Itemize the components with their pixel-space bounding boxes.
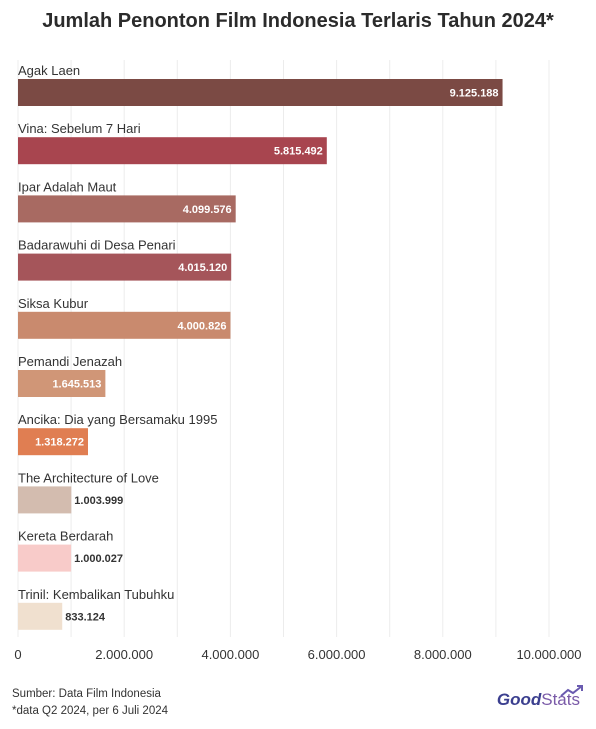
bars [18, 79, 503, 630]
bar [18, 486, 72, 514]
value-label: 4.015.120 [178, 262, 227, 274]
category-label: Trinil: Kembalikan Tubuhku [18, 587, 174, 602]
category-label: Ancika: Dia yang Bersamaku 1995 [18, 412, 217, 427]
x-tick-label: 4.000.000 [201, 647, 259, 662]
value-label: 5.815.492 [274, 146, 323, 158]
category-label: Badarawuhi di Desa Penari [18, 238, 176, 253]
x-tick-label: 6.000.000 [308, 647, 366, 662]
grid-lines [17, 60, 550, 637]
logo-stats-text: Stats [541, 690, 580, 709]
category-label: Vina: Sebelum 7 Hari [18, 121, 141, 136]
x-tick-label: 10.000.000 [516, 647, 581, 662]
category-label: Agak Laen [18, 63, 80, 78]
goodstats-logo: Good Stats [496, 685, 586, 710]
trend-arrow-icon [560, 685, 583, 697]
bar [18, 602, 63, 630]
x-tick-label: 2.000.000 [95, 647, 153, 662]
bar [18, 195, 236, 223]
bar [18, 544, 72, 572]
value-label: 1.318.272 [35, 437, 84, 449]
value-label: 4.000.826 [178, 320, 227, 332]
source-note: Sumber: Data Film Indonesia [12, 688, 161, 700]
value-label: 1.000.027 [74, 553, 123, 565]
labels: Agak Laen 9.125.188 Vina: Sebelum 7 Hari 5.… [18, 63, 499, 623]
x-tick-label: 0 [14, 647, 21, 662]
value-label: 4.099.576 [183, 204, 232, 216]
x-axis-ticks: 0 2.000.000 4.000.000 6.000.000 8.000.000 10.… [14, 647, 581, 662]
value-label: 1.003.999 [74, 495, 123, 507]
footer: Sumber: Data Film Indonesia *data Q2 202… [12, 686, 168, 720]
chart-title: Jumlah Penonton Film Indonesia Terlaris … [42, 10, 554, 32]
bar-chart: Agak Laen 9.125.188 Vina: Sebelum 7 Hari 5.… [14, 60, 582, 662]
data-note: *data Q2 2024, per 6 Juli 2024 [12, 705, 169, 717]
bar [18, 253, 232, 281]
logo-good-text: Good [496, 690, 542, 709]
category-label: Kereta Berdarah [18, 529, 113, 544]
bar [18, 428, 89, 456]
bar [18, 79, 503, 106]
bar [18, 311, 231, 339]
category-label: Ipar Adalah Maut [18, 179, 117, 194]
category-label: Siksa Kubur [18, 296, 89, 311]
value-label: 833.124 [65, 611, 106, 623]
category-label: The Architecture of Love [18, 470, 159, 485]
x-tick-label: 8.000.000 [414, 647, 472, 662]
value-label: 9.125.188 [450, 88, 499, 100]
bar [18, 137, 327, 165]
bar [18, 370, 106, 397]
value-label: 1.645.513 [52, 379, 101, 391]
category-label: Pemandi Jenazah [18, 354, 122, 369]
